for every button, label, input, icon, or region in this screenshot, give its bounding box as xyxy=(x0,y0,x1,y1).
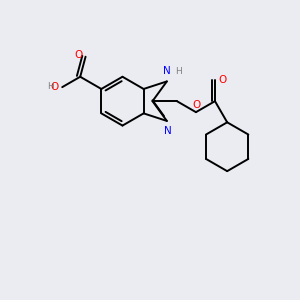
Text: H: H xyxy=(175,67,182,76)
Text: N: N xyxy=(163,66,171,76)
Text: O: O xyxy=(218,75,226,85)
Text: O: O xyxy=(193,100,201,110)
Text: N: N xyxy=(164,126,172,136)
Text: H: H xyxy=(47,82,54,91)
Text: O: O xyxy=(51,82,59,92)
Text: O: O xyxy=(75,50,83,60)
